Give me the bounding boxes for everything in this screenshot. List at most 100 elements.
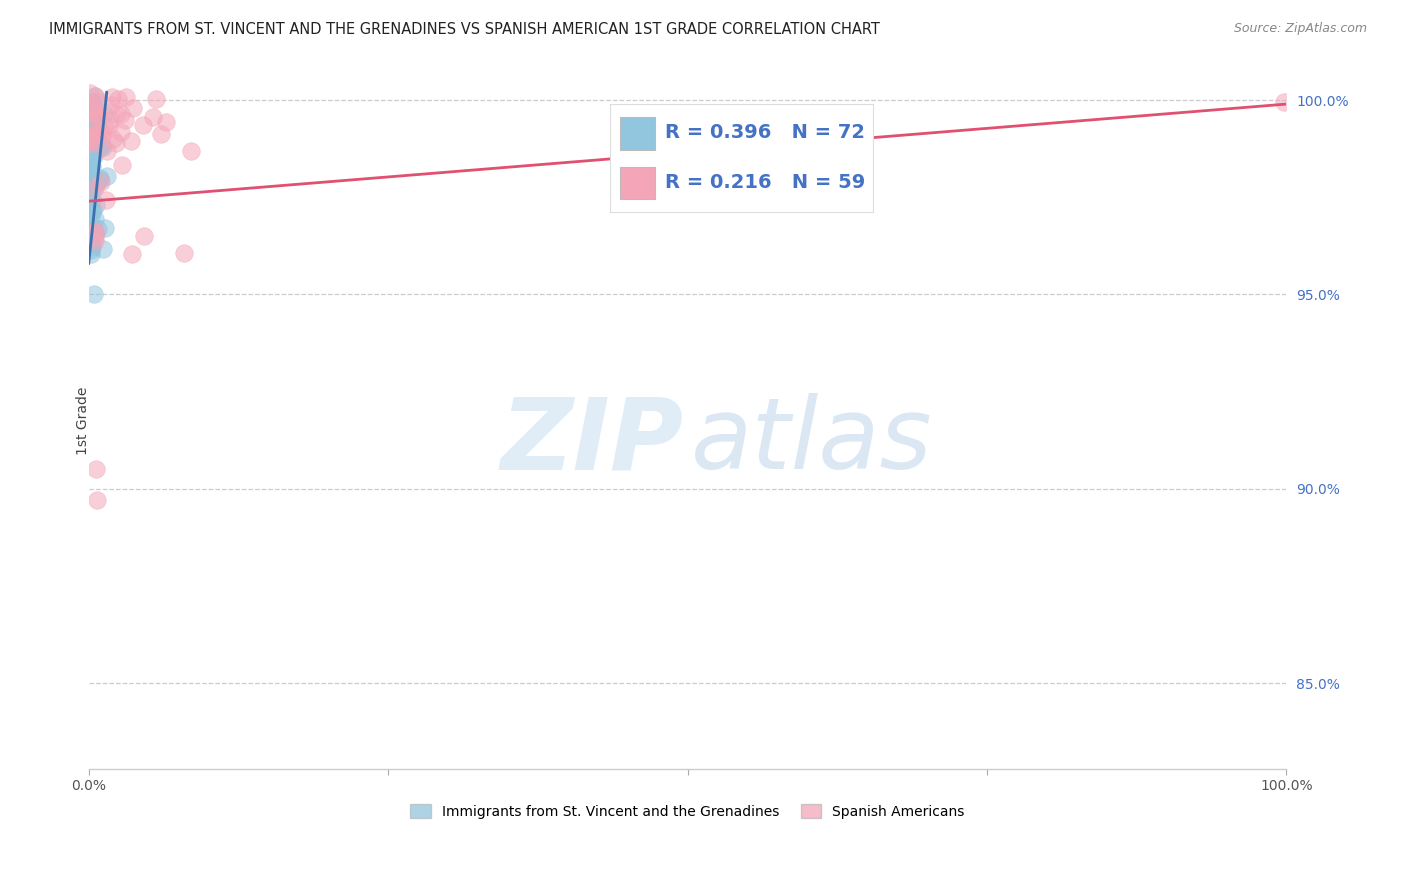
Point (79, 111, 101, 125)
Point (79, 132, 101, 146)
Point (100, 97, 122, 112)
Point (90, 138, 112, 153)
Point (79, 121, 101, 136)
Point (79, 118, 101, 132)
Point (82, 109, 104, 123)
Point (86, 110, 108, 124)
Point (86, 114, 108, 128)
Point (83, 234, 105, 248)
Point (87, 103, 110, 117)
Point (80, 211, 103, 225)
Point (91, 128, 114, 142)
Point (98, 119, 121, 133)
Point (80, 221, 103, 235)
Point (155, 115, 177, 129)
Point (145, 92, 167, 106)
Point (79, 119, 101, 133)
Point (80, 178, 103, 193)
Point (173, 246, 195, 260)
Point (105, 136, 128, 150)
Point (98, 113, 121, 128)
Point (90, 175, 112, 189)
Point (84, 212, 107, 227)
Point (86, 94, 108, 108)
Point (83, 230, 105, 244)
Point (80, 116, 103, 130)
Point (82, 95, 104, 110)
Point (83, 127, 105, 141)
Point (80, 129, 103, 144)
Point (1272, 95, 1295, 109)
Point (83, 141, 105, 155)
Point (83, 149, 105, 163)
Point (90, 126, 112, 140)
Point (79, 87, 101, 101)
Point (79, 247, 101, 261)
Point (83, 102, 105, 116)
Point (79, 216, 101, 230)
Point (103, 131, 125, 145)
Point (83, 224, 105, 238)
Point (80, 154, 103, 169)
Point (79, 200, 101, 214)
Point (142, 110, 165, 124)
Text: IMMIGRANTS FROM ST. VINCENT AND THE GRENADINES VS SPANISH AMERICAN 1ST GRADE COR: IMMIGRANTS FROM ST. VINCENT AND THE GREN… (49, 22, 880, 37)
Point (120, 135, 142, 149)
Point (89, 171, 111, 186)
Point (89, 141, 111, 155)
Point (86, 493, 108, 508)
Point (80, 239, 103, 253)
Point (80, 95, 103, 109)
Point (84, 124, 107, 138)
Point (84, 225, 107, 239)
Point (96, 169, 118, 184)
Point (83, 180, 105, 194)
Point (87, 117, 110, 131)
Point (83, 227, 105, 242)
Point (79, 190, 101, 204)
Point (115, 90, 138, 104)
Y-axis label: 1st Grade: 1st Grade (76, 386, 90, 455)
Point (83, 221, 105, 235)
Point (79, 195, 101, 210)
Point (80, 161, 103, 175)
Point (180, 144, 202, 158)
Point (79, 134, 101, 148)
Point (83, 287, 105, 301)
Point (131, 118, 153, 132)
Point (94, 193, 117, 207)
Point (107, 92, 129, 106)
Point (80, 103, 103, 118)
Point (111, 158, 134, 172)
Point (96, 144, 118, 158)
Point (84, 462, 107, 476)
Point (86, 109, 108, 123)
Point (79, 227, 101, 241)
Point (134, 229, 156, 244)
Point (87, 127, 110, 141)
Point (104, 107, 127, 121)
Point (114, 112, 136, 127)
Point (79, 173, 101, 187)
Point (84, 89, 107, 103)
Point (86, 176, 108, 190)
Point (79, 127, 101, 141)
Point (82, 131, 104, 145)
Point (82, 131, 104, 145)
Point (93, 105, 115, 120)
Point (91, 140, 114, 154)
Point (84, 198, 107, 212)
Point (82, 203, 104, 218)
Point (80, 151, 103, 165)
Point (82, 227, 104, 241)
Point (80, 173, 103, 187)
Point (121, 247, 143, 261)
Point (83, 136, 105, 150)
Point (79, 132, 101, 146)
Point (79, 119, 101, 133)
Point (150, 127, 173, 141)
Point (89, 173, 111, 187)
Point (83, 128, 105, 142)
Point (80, 113, 103, 128)
Point (91, 242, 114, 256)
